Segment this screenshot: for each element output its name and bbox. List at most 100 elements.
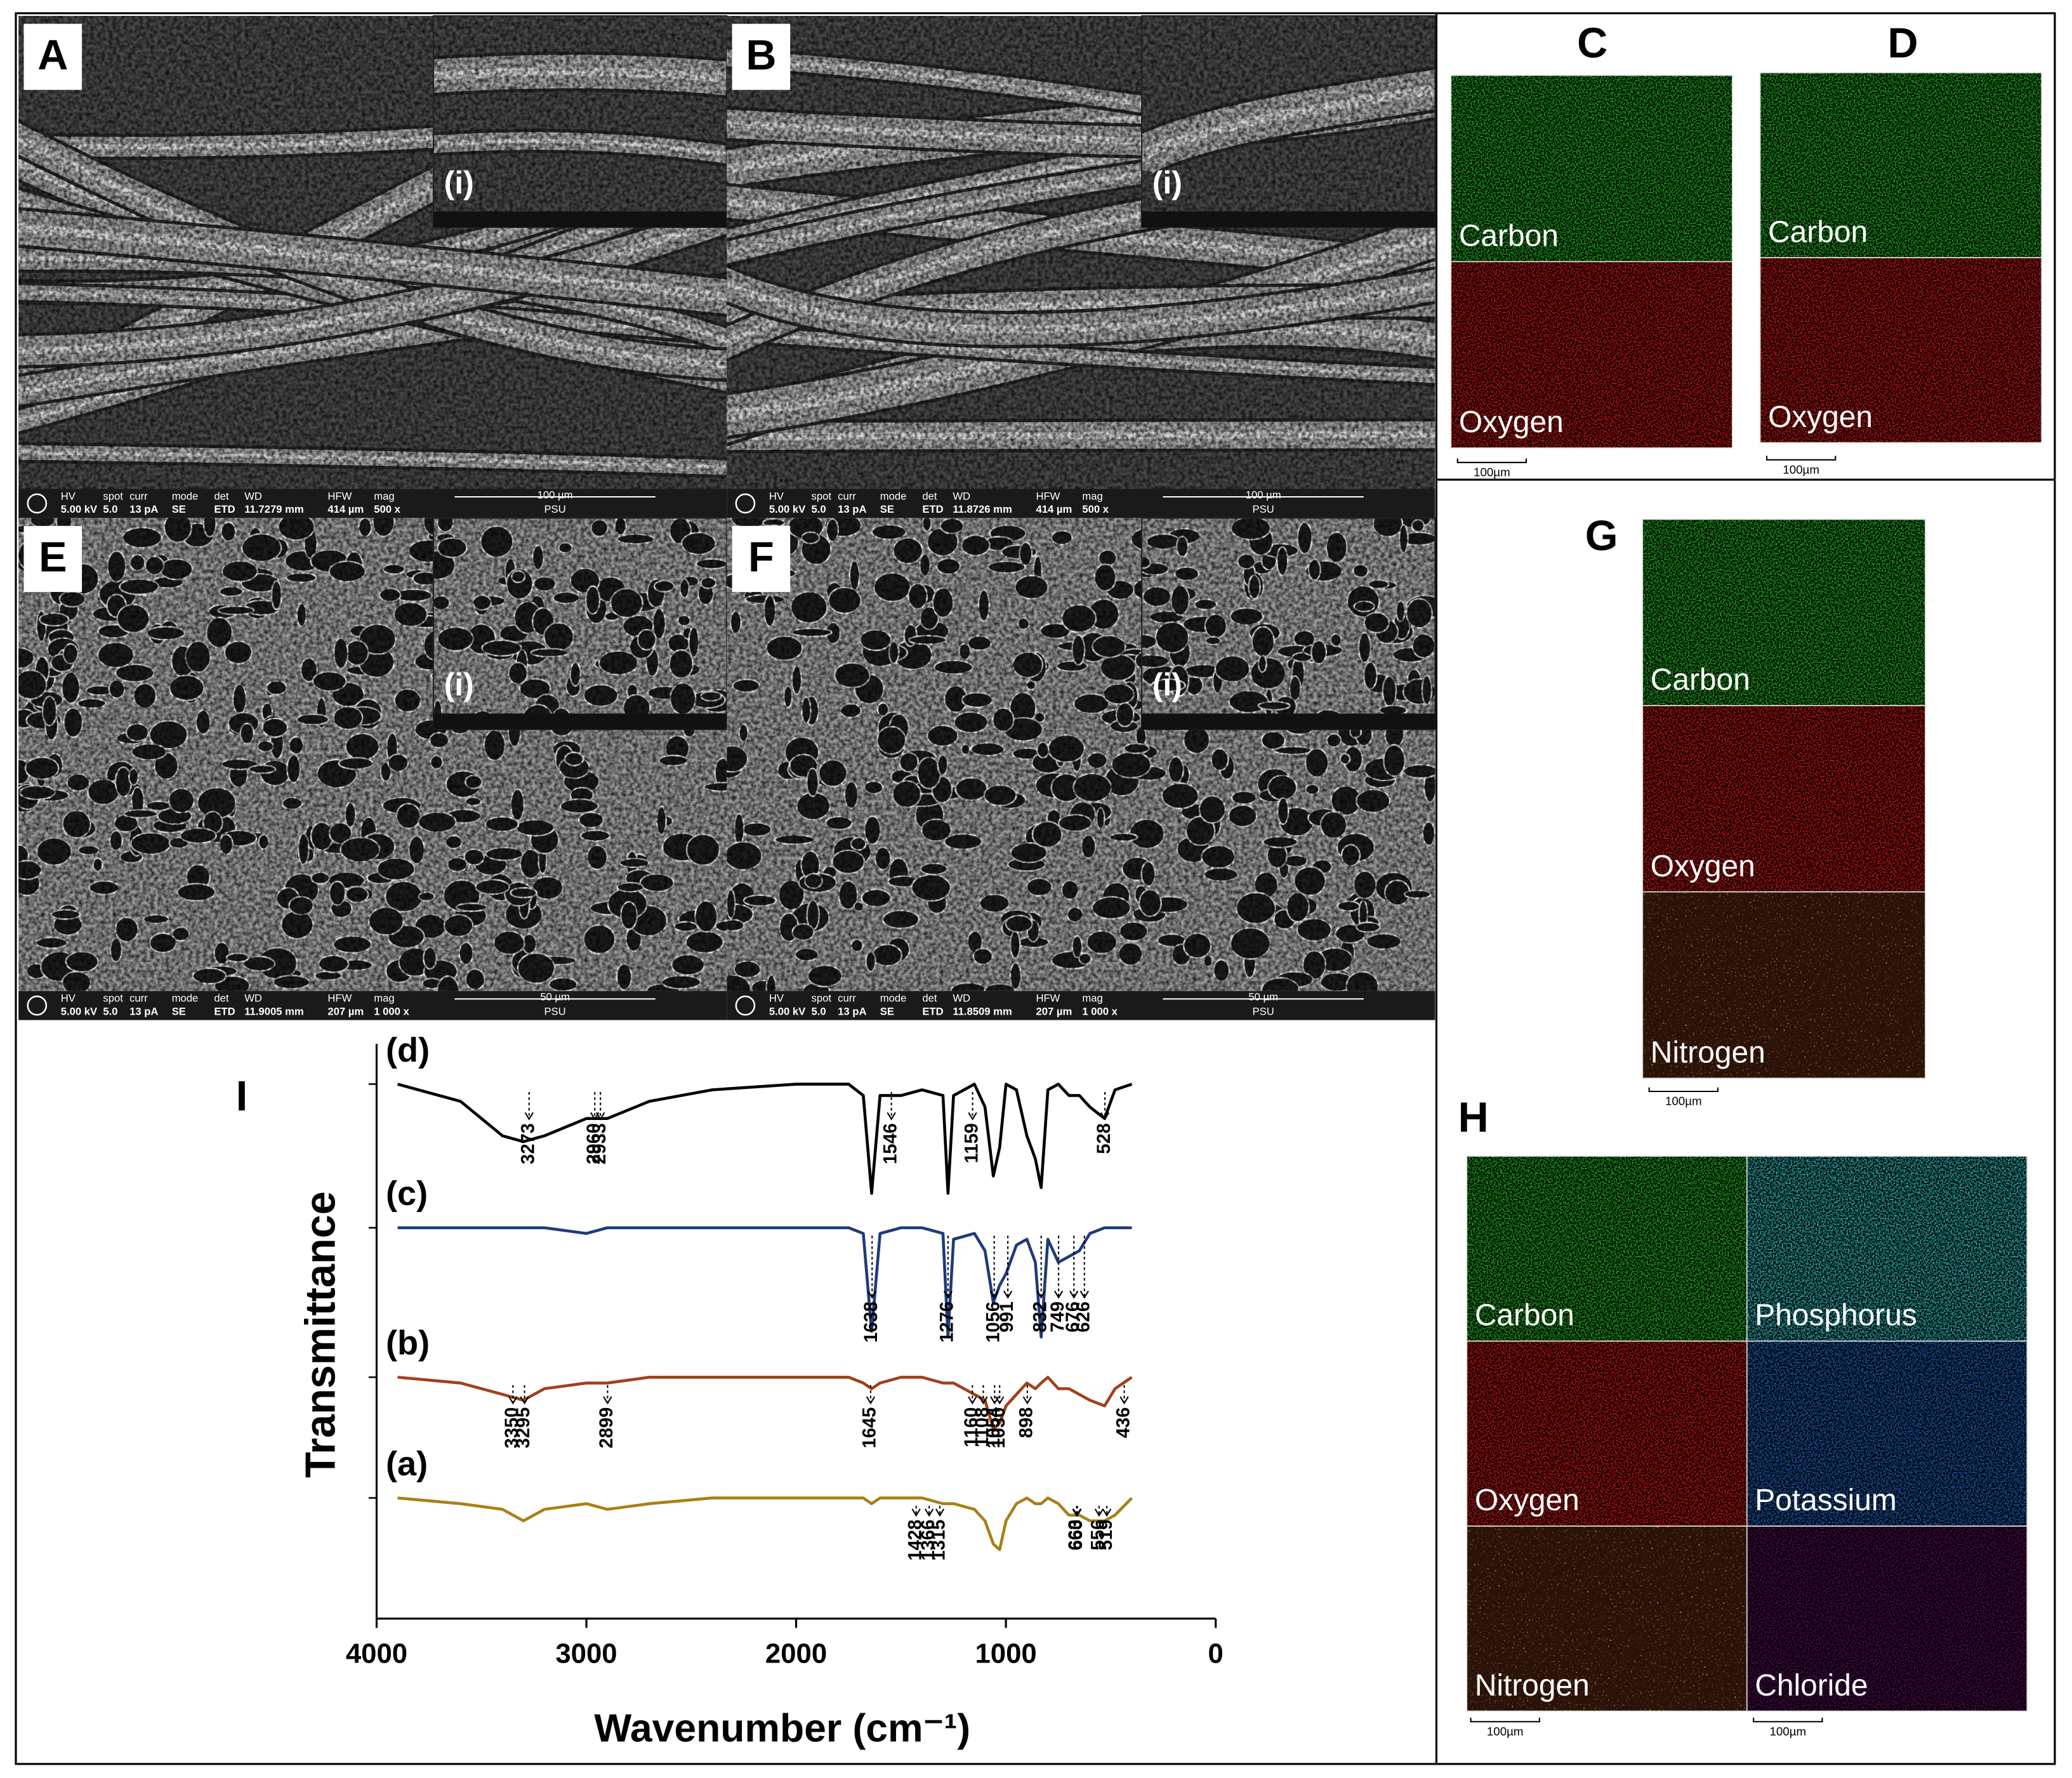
eds-panel: D Carbon Oxygen 100µm	[1759, 20, 2042, 476]
peak-label: 3295	[513, 1407, 534, 1449]
info-value: 13 pA	[129, 1005, 158, 1017]
info-header: HV	[61, 490, 76, 502]
peak-arrowhead	[1094, 1508, 1104, 1517]
peak-arrowhead	[1053, 1290, 1064, 1299]
info-value: SE	[880, 503, 894, 515]
scale-label: 100 µm	[538, 489, 573, 501]
panel-letter: C	[1577, 20, 1607, 67]
speckle	[1467, 1526, 1747, 1711]
map-border	[1642, 891, 1926, 1079]
info-value: 1 000 x	[1082, 1005, 1118, 1017]
logo	[27, 493, 48, 514]
org-label: PSU	[1253, 503, 1274, 515]
x-tick-label: 1000	[975, 1638, 1036, 1669]
texture	[433, 518, 727, 730]
panel-letter-box	[23, 525, 82, 592]
map-label: Oxygen	[1459, 405, 1564, 439]
map-label: Oxygen	[1475, 1484, 1580, 1517]
info-header: mode	[172, 992, 199, 1004]
panel-letter: E	[39, 534, 67, 581]
info-header: det	[922, 490, 937, 502]
logo	[735, 493, 756, 514]
speckle	[1467, 1156, 1747, 1341]
map-label: Oxygen	[1651, 850, 1755, 883]
peak-label: 1056	[983, 1301, 1003, 1343]
panel-letter: B	[746, 32, 776, 79]
map-label: Chloride	[1755, 1669, 1868, 1702]
peak-label: 3273	[518, 1123, 538, 1164]
panel-letter-box	[732, 23, 791, 90]
peak-arrowhead	[1069, 1290, 1079, 1299]
info-bar	[18, 489, 727, 518]
info-header: mag	[374, 992, 394, 1004]
peak-arrowhead	[868, 1290, 877, 1299]
map-label: Phosphorus	[1755, 1299, 1917, 1333]
peak-label: 1638	[861, 1301, 881, 1343]
info-header: det	[214, 490, 229, 502]
spectrum	[397, 1496, 1133, 1551]
info-header: HFW	[1036, 490, 1060, 502]
peak-arrowhead	[524, 1112, 534, 1121]
info-value: 414 µm	[1036, 503, 1072, 515]
spectrum	[397, 1083, 1133, 1195]
info-header: spot	[812, 490, 832, 502]
info-header: mag	[1082, 992, 1102, 1004]
info-value: SE	[880, 1005, 894, 1017]
peak-label: 1030	[989, 1407, 1009, 1449]
speckle	[1642, 519, 1925, 706]
info-header: curr	[838, 490, 856, 502]
eds-panel: G Carbon Oxygen Nitrogen 100µm	[1585, 513, 1926, 1108]
info-header: det	[214, 992, 229, 1004]
peak-arrowhead	[1072, 1508, 1082, 1517]
map-border	[1746, 1525, 2028, 1712]
peak-label: 663	[1066, 1520, 1086, 1551]
info-header: mag	[374, 490, 394, 502]
y-axis-title: Transmittance	[298, 1191, 345, 1478]
peak-arrowhead	[968, 1396, 977, 1405]
info-value: 13 pA	[838, 1005, 866, 1017]
info-value: 11.8726 mm	[953, 503, 1012, 515]
inset-label: (i)	[444, 667, 474, 702]
map-label: Oxygen	[1768, 400, 1873, 434]
peak-label: 991	[997, 1301, 1017, 1333]
info-header: mode	[880, 490, 907, 502]
info-value: 11.7279 mm	[244, 503, 303, 515]
peak-label: 1546	[880, 1123, 901, 1164]
peak-label: 1366	[918, 1520, 939, 1561]
scale-label: 100 µm	[1246, 489, 1281, 501]
info-value: 207 µm	[327, 1005, 364, 1017]
peak-label: 556	[1088, 1520, 1109, 1551]
logo	[27, 995, 48, 1016]
peak-arrowhead	[866, 1396, 876, 1405]
peak-label: 1159	[961, 1123, 982, 1163]
peak-arrowhead	[1100, 1112, 1110, 1121]
map-label: Nitrogen	[1651, 1036, 1765, 1069]
map-border	[1759, 257, 2042, 444]
speckle	[1451, 75, 1732, 262]
grain	[1142, 518, 1435, 730]
panel-letter: D	[1887, 20, 1918, 67]
org-label: PSU	[544, 503, 565, 515]
map-border	[1450, 261, 1733, 449]
info-value: 11.8509 mm	[953, 1005, 1012, 1017]
info-header: WD	[953, 992, 970, 1004]
scale-label: 50 µm	[1248, 991, 1278, 1003]
peak-label: 832	[1030, 1301, 1050, 1333]
x-tick-label: 3000	[555, 1638, 617, 1669]
peak-arrowhead	[943, 1290, 953, 1299]
info-value: ETD	[214, 1005, 235, 1017]
map-label: Potassium	[1755, 1484, 1897, 1517]
panel-letter: G	[1585, 513, 1618, 560]
peak-arrowhead	[1079, 1290, 1089, 1299]
peak-label: 749	[1048, 1301, 1068, 1333]
info-value: 500 x	[1082, 503, 1109, 515]
inset-label: (i)	[1152, 667, 1182, 702]
info-value: SE	[172, 503, 186, 515]
info-value: 11.9005 mm	[244, 1005, 303, 1017]
inset-bar	[1142, 713, 1435, 730]
